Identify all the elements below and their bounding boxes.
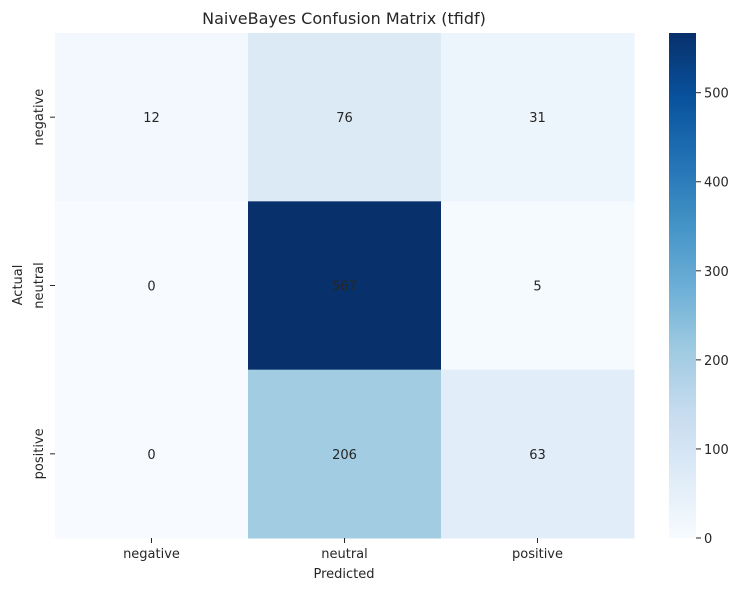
- heatmap-cell: [441, 33, 635, 202]
- colorbar-tick-label: 300: [704, 265, 729, 280]
- cell-value-label: 0: [147, 448, 155, 463]
- y-axis-label: Actual: [11, 265, 26, 306]
- heatmap-cell: [248, 201, 442, 371]
- colorbar-tick-label: 0: [704, 532, 712, 547]
- cell-annotations: 12 76 31 0 567 5 0 206 63: [143, 111, 546, 463]
- colorbar: [669, 33, 696, 538]
- cell-value-label: 5: [533, 280, 541, 295]
- x-axis-label: Predicted: [313, 567, 374, 582]
- x-tick-label: positive: [512, 547, 563, 562]
- cell-value-label: 76: [336, 111, 353, 126]
- x-axis-ticks: negative neutral positive: [123, 538, 563, 562]
- heatmap-cell: [55, 369, 249, 539]
- x-tick-label: negative: [123, 547, 180, 562]
- cell-value-label: 31: [529, 111, 546, 126]
- colorbar-tick-label: 200: [704, 354, 729, 369]
- colorbar-tick-label: 100: [704, 443, 729, 458]
- colorbar-ticks: 0 100 200 300 400 500: [696, 87, 729, 547]
- heatmap-cell: [55, 201, 249, 371]
- colorbar-tick-label: 500: [704, 87, 729, 102]
- colorbar-tick-label: 400: [704, 176, 729, 191]
- cell-value-label: 63: [529, 448, 546, 463]
- cell-value-label: 206: [332, 448, 357, 463]
- x-tick-label: neutral: [321, 547, 368, 562]
- heatmap-cells: [55, 33, 635, 539]
- y-tick-label: positive: [32, 428, 47, 479]
- y-tick-label: negative: [32, 89, 47, 146]
- heatmap-cell: [248, 369, 442, 539]
- chart-title: NaiveBayes Confusion Matrix (tfidf): [202, 9, 486, 28]
- y-axis-ticks: negative neutral positive: [32, 89, 55, 479]
- heatmap-cell: [441, 201, 635, 371]
- heatmap-cell: [55, 33, 249, 202]
- heatmap-cell: [248, 33, 442, 202]
- cell-value-label: 567: [332, 280, 357, 295]
- cell-value-label: 12: [143, 111, 160, 126]
- y-tick-label: neutral: [32, 262, 47, 309]
- heatmap-cell: [441, 369, 635, 539]
- cell-value-label: 0: [147, 280, 155, 295]
